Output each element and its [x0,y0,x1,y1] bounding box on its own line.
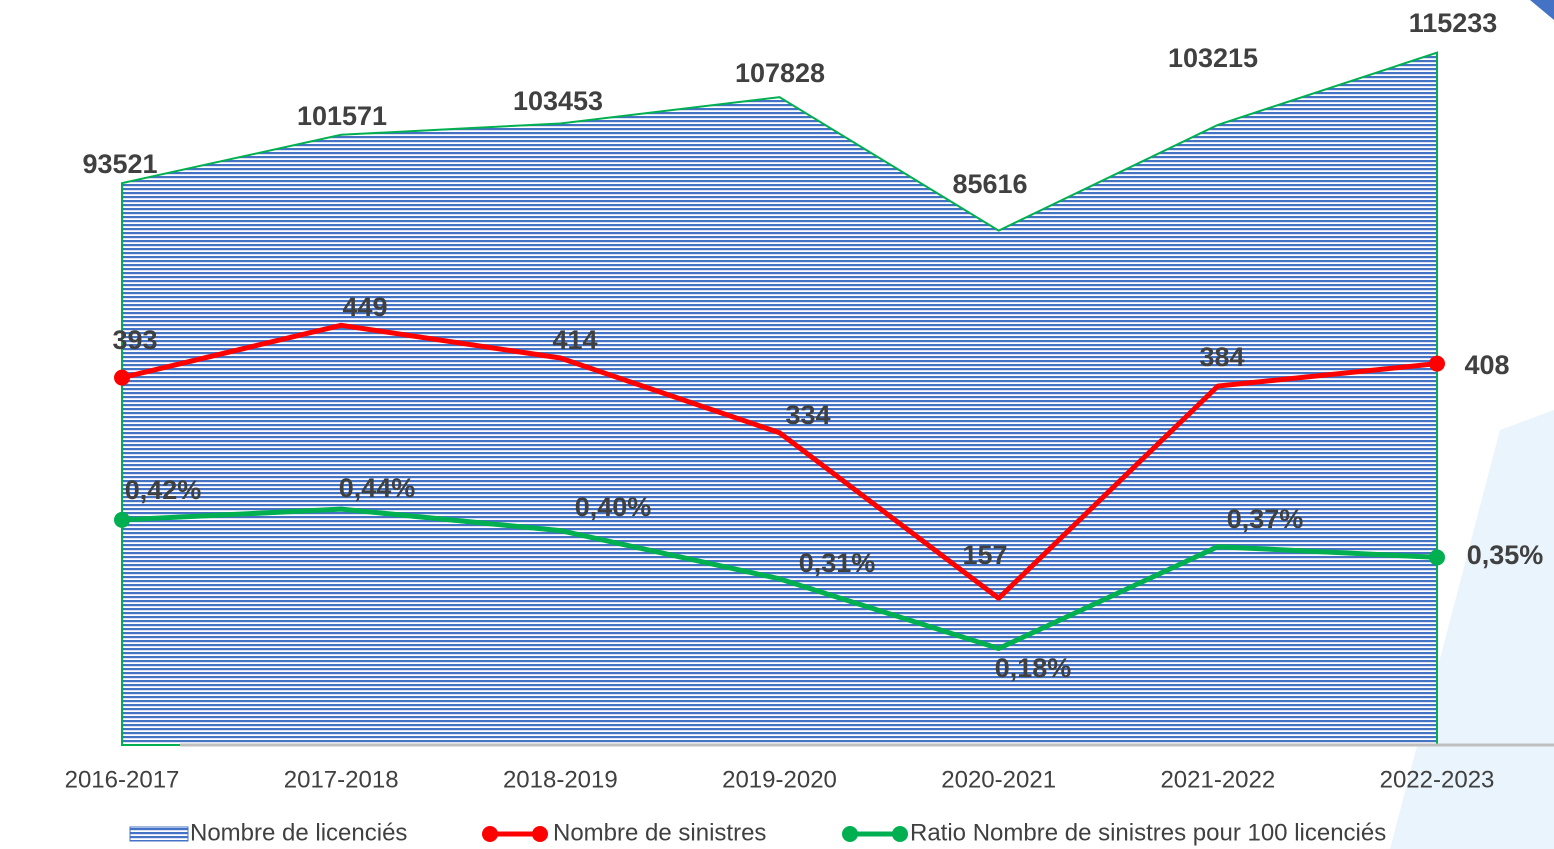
data-label: 93521 [82,149,157,179]
x-tick-label: 2017-2018 [284,766,399,793]
legend-label: Ratio Nombre de sinistres pour 100 licen… [910,819,1386,846]
data-label: 393 [112,325,157,355]
data-label: 449 [342,292,387,322]
data-label: 115233 [1409,8,1498,38]
data-label: 0,35% [1467,540,1544,570]
data-label: 157 [962,540,1007,570]
legend-swatch [482,826,498,842]
data-label: 103453 [513,86,603,116]
data-label: 0,42% [125,475,202,505]
data-label: 414 [552,325,597,355]
marker [1429,549,1445,566]
marker [114,369,130,386]
x-tick-label: 2021-2022 [1160,766,1275,793]
legend-label: Nombre de licenciés [190,819,407,846]
x-tick-label: 2022-2023 [1380,766,1495,793]
data-label: 334 [785,400,830,430]
x-tick-label: 2016-2017 [65,766,180,793]
data-label: 408 [1464,350,1509,380]
x-tick-label: 2019-2020 [722,766,837,793]
line [121,322,1438,601]
marker [1429,355,1445,372]
data-label: 0,37% [1227,504,1304,534]
legend-label: Nombre de sinistres [553,819,766,846]
data-label: 0,44% [339,473,416,503]
area [121,51,1438,746]
line [121,506,1438,652]
data-label: 0,40% [575,492,652,522]
corner-decoration [1530,0,1554,20]
x-tick-label: 2018-2019 [503,766,618,793]
legend-swatch [842,826,858,842]
legend-swatch [532,826,548,842]
data-label: 85616 [952,169,1027,199]
data-label: 0,31% [799,548,876,578]
data-label: 103215 [1168,43,1258,73]
legend-swatch [129,826,189,842]
data-label: 101571 [297,101,387,131]
data-label: 0,18% [995,653,1072,683]
x-tick-label: 2020-2021 [941,766,1056,793]
legend-swatch [892,826,908,842]
data-label: 107828 [735,58,825,88]
marker [114,511,130,528]
data-label: 384 [1199,342,1244,372]
